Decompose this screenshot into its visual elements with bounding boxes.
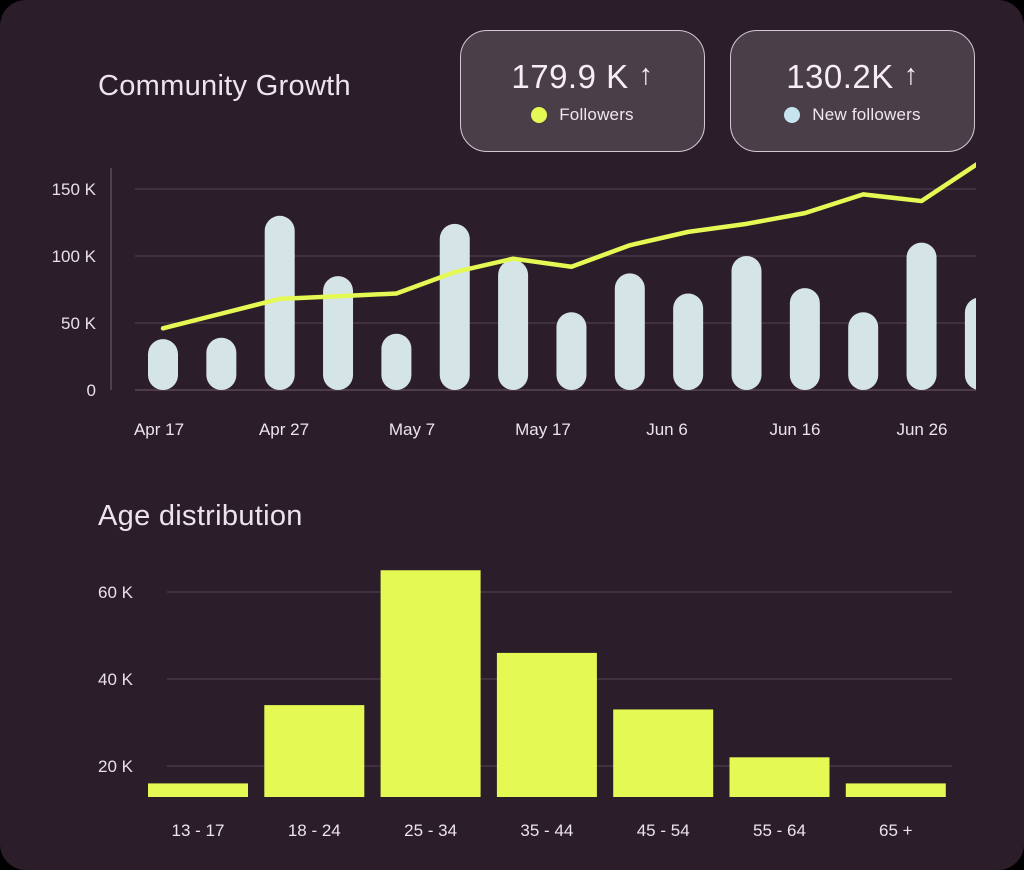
new-followers-bar — [848, 312, 879, 390]
new-followers-value-row: 130.2K ↑ — [786, 58, 919, 96]
new-followers-stat-card[interactable]: 130.2K ↑ New followers — [730, 30, 975, 152]
new-followers-bar — [439, 223, 470, 390]
followers-dot-icon — [531, 106, 548, 123]
new-followers-label: New followers — [812, 104, 921, 124]
new-followers-bar — [731, 256, 762, 390]
community-growth-title: Community Growth — [98, 70, 351, 102]
y-tick-label: 0 — [87, 381, 96, 400]
age-distribution-title: Age distribution — [98, 500, 303, 532]
x-tick-label: Apr 27 — [259, 420, 309, 439]
new-followers-bar — [614, 273, 645, 390]
x-tick-label: Jun 6 — [646, 420, 688, 439]
x-tick-label: Apr 17 — [134, 420, 184, 439]
new-followers-bar — [789, 288, 820, 390]
age-bar — [613, 709, 714, 797]
new-followers-dot-icon — [784, 106, 801, 123]
y-tick-label: 40 K — [98, 670, 134, 689]
age-bar — [264, 705, 365, 797]
up-arrow-icon: ↑ — [638, 59, 654, 91]
age-bar — [148, 783, 248, 797]
y-tick-label: 20 K — [98, 757, 134, 776]
new-followers-bar — [264, 215, 295, 390]
new-followers-bar — [323, 276, 354, 390]
followers-value-row: 179.9 K ↑ — [511, 58, 653, 96]
x-tick-label: 18 - 24 — [288, 821, 341, 840]
x-tick-label: May 7 — [389, 420, 435, 439]
x-tick-label: 55 - 64 — [753, 821, 806, 840]
new-followers-value: 130.2K — [786, 57, 894, 95]
y-tick-label: 50 K — [61, 314, 97, 333]
new-followers-bar — [498, 260, 529, 390]
age-bar — [496, 652, 597, 797]
age-bar — [380, 570, 481, 797]
x-tick-label: 65 + — [879, 821, 913, 840]
new-followers-bar — [206, 337, 237, 390]
x-tick-label: 13 - 17 — [172, 821, 225, 840]
community-growth-chart: 0 50 K 100 K 150 K Apr 17 Apr 27 May 7 May 17 Ju… — [52, 162, 976, 439]
y-tick-label: 60 K — [98, 583, 134, 602]
followers-value: 179.9 K — [511, 57, 629, 95]
followers-label: Followers — [559, 104, 634, 124]
x-tick-label: Jun 26 — [896, 420, 947, 439]
new-followers-bar — [148, 339, 178, 390]
age-bar — [845, 783, 946, 797]
new-followers-bar — [906, 242, 937, 390]
up-arrow-icon: ↑ — [903, 59, 919, 91]
age-bar — [729, 757, 830, 797]
y-tick-label: 100 K — [52, 247, 97, 266]
y-tick-label: 150 K — [52, 180, 97, 199]
new-followers-bar — [964, 298, 976, 390]
new-followers-bar — [556, 312, 587, 390]
followers-legend: Followers — [531, 105, 634, 125]
x-tick-label: 45 - 54 — [637, 821, 690, 840]
age-distribution-chart: 20 K 40 K 60 K 13 - 17 18 - 24 25 - 34 35 - 44… — [98, 570, 952, 840]
new-followers-bar — [381, 333, 412, 390]
x-tick-label: 35 - 44 — [520, 821, 573, 840]
x-tick-label: Jun 16 — [769, 420, 820, 439]
stat-cards: 179.9 K ↑ Followers 130.2K ↑ New followe… — [460, 30, 975, 152]
x-tick-label: 25 - 34 — [404, 821, 457, 840]
followers-line — [160, 162, 976, 331]
new-followers-bar — [673, 293, 704, 390]
x-tick-label: May 17 — [515, 420, 571, 439]
followers-stat-card[interactable]: 179.9 K ↑ Followers — [460, 30, 705, 152]
new-followers-legend: New followers — [784, 104, 921, 125]
